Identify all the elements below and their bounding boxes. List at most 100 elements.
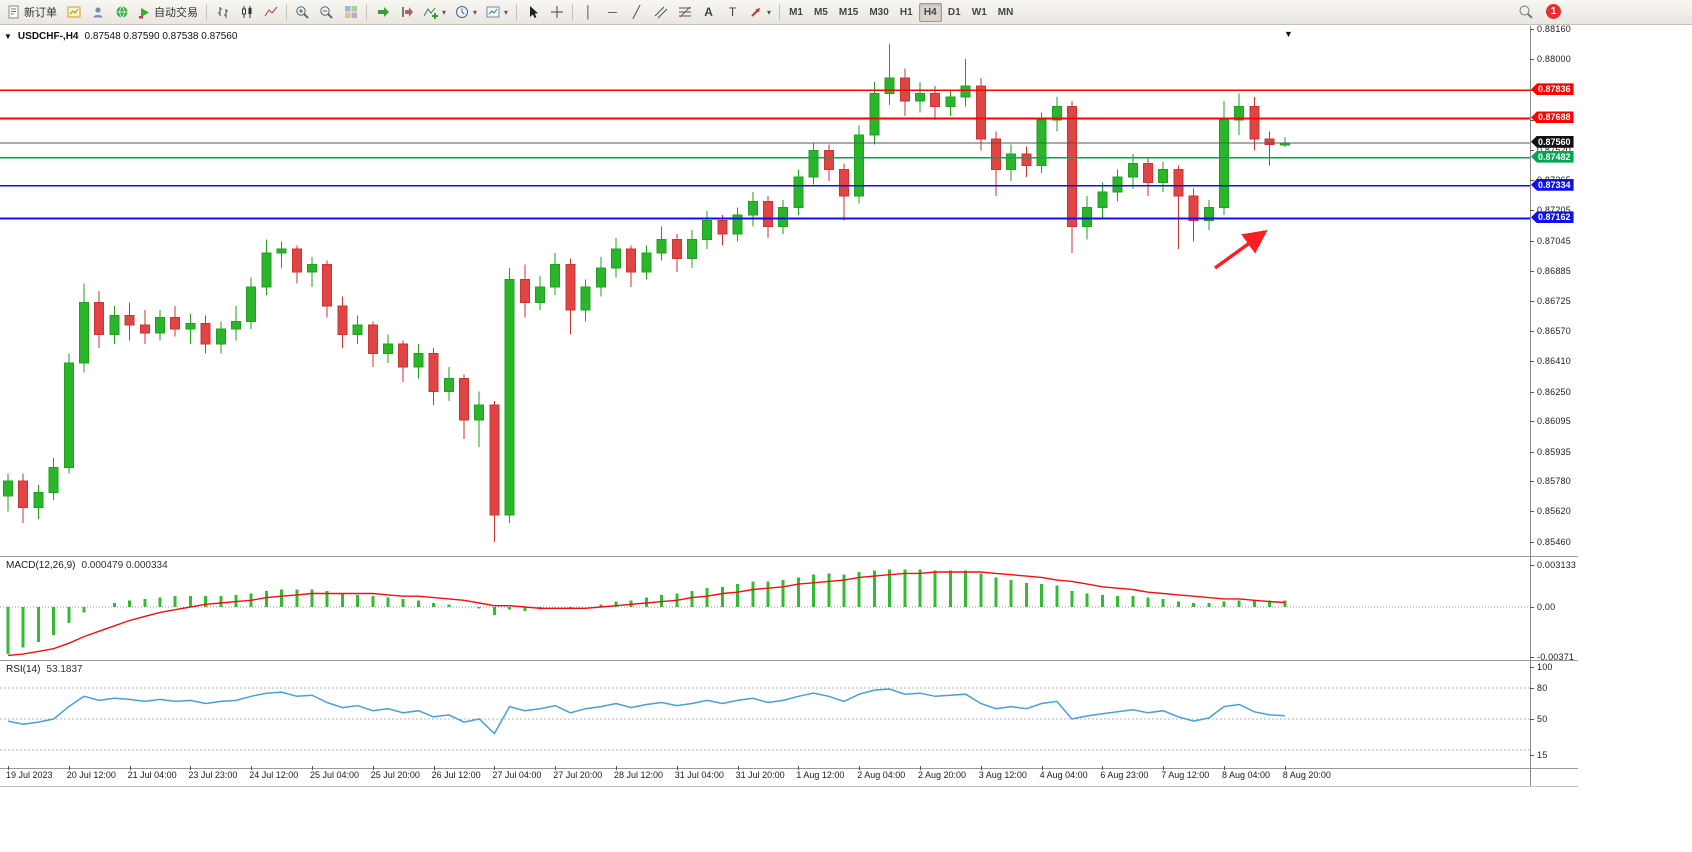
price-tick-label: 0.86410 — [1537, 356, 1571, 367]
time-tick-mark — [1041, 766, 1043, 770]
main-price-chart[interactable] — [0, 28, 1530, 556]
timeframe-m30-button[interactable]: M30 — [869, 6, 889, 18]
timeframe-mn-button[interactable]: MN — [997, 6, 1014, 18]
timeframe-m1-button[interactable]: M1 — [789, 6, 803, 18]
price-tick-mark — [1530, 330, 1534, 332]
indicators-icon — [423, 7, 438, 19]
tile-windows-button[interactable] — [339, 2, 362, 23]
time-axis-label: 21 Jul 04:00 — [127, 770, 177, 780]
text-label-icon: T — [728, 5, 737, 19]
crosshair-button[interactable] — [545, 2, 568, 23]
auto-trading-button[interactable]: 自动交易 — [134, 2, 202, 23]
chart-window: ▼ USDCHF-,H4 0.87548 0.87590 0.87538 0.8… — [0, 24, 1692, 788]
periods-button[interactable]: ▾ — [451, 2, 481, 23]
trendline-button[interactable]: ╱ — [625, 2, 648, 23]
price-tick-mark — [1530, 210, 1534, 212]
rsi-panel[interactable] — [0, 661, 1530, 768]
price-tick-label: 0.86725 — [1537, 296, 1571, 307]
chart-shift-marker-icon[interactable]: ▼ — [1284, 29, 1293, 39]
time-tick-mark — [859, 766, 861, 770]
toolbar: 新订单 自动交易 — [0, 0, 1692, 25]
auto-scroll-icon — [377, 7, 389, 17]
line-chart-icon — [264, 6, 277, 17]
cursor-button[interactable] — [521, 2, 544, 23]
text-label-button[interactable]: T — [721, 2, 744, 23]
price-tag-red: 0.87836 — [1531, 83, 1574, 96]
macd-tick-mark — [1530, 656, 1534, 658]
notifications-button[interactable]: 1 — [1546, 4, 1561, 19]
price-axis-separator[interactable] — [1530, 26, 1531, 786]
indicators-button[interactable]: ▾ — [419, 2, 450, 23]
channel-button[interactable] — [649, 2, 672, 23]
time-axis-label: 8 Aug 04:00 — [1222, 770, 1271, 780]
zoom-in-button[interactable] — [291, 2, 314, 23]
time-tick-mark — [920, 766, 921, 770]
community-button[interactable] — [110, 2, 133, 23]
auto-trading-play-icon — [139, 7, 149, 18]
new-chart-button[interactable] — [62, 2, 85, 23]
zoom-out-button[interactable] — [315, 2, 338, 23]
arrows-button[interactable]: ▾ — [745, 2, 775, 23]
dropdown-icon: ▾ — [767, 7, 772, 17]
price-tag-blue: 0.87334 — [1531, 178, 1574, 191]
ohlc-values: 0.87548 0.87590 0.87538 0.87560 — [84, 31, 238, 42]
toolbar-separator — [206, 3, 207, 21]
macd-panel[interactable] — [0, 557, 1530, 660]
chart-menu-icon[interactable]: ▼ — [4, 32, 12, 41]
timeframe-m5-button[interactable]: M5 — [813, 6, 828, 18]
price-tick-mark — [1530, 271, 1534, 272]
price-tick-label: 0.86095 — [1537, 416, 1571, 427]
tile-windows-icon — [344, 6, 357, 18]
time-tick-mark — [980, 766, 982, 770]
line-chart-button[interactable] — [259, 2, 282, 23]
rsi-tick-mark — [1530, 667, 1534, 669]
time-axis-label: 6 Aug 23:00 — [1100, 770, 1149, 780]
macd-axis-label: 0.00 — [1537, 602, 1556, 612]
bar-chart-button[interactable] — [211, 2, 234, 23]
time-tick-mark — [676, 766, 678, 770]
search-button[interactable] — [1518, 4, 1534, 20]
auto-trading-label: 自动交易 — [154, 7, 198, 19]
rsi-axis-label: 100 — [1537, 662, 1553, 673]
time-tick-mark — [190, 766, 192, 770]
profile-button[interactable] — [86, 2, 109, 23]
time-axis-label: 23 Jul 23:00 — [188, 770, 238, 780]
time-axis-label: 19 Jul 2023 — [6, 770, 53, 780]
timeframe-m15-button[interactable]: M15 — [838, 6, 859, 18]
fibonacci-button[interactable] — [673, 2, 696, 23]
auto-scroll-button[interactable] — [371, 2, 394, 23]
vertical-line-button[interactable]: │ — [577, 2, 600, 23]
time-axis-label: 31 Jul 20:00 — [735, 770, 785, 780]
macd-axis-label: 0.003133 — [1537, 559, 1577, 570]
chart-shift-button[interactable] — [395, 2, 418, 23]
price-tick-mark — [1530, 150, 1534, 152]
new-order-button[interactable]: 新订单 — [3, 2, 61, 23]
price-tag-green: 0.87482 — [1531, 150, 1574, 163]
timeframe-d1-button[interactable]: D1 — [947, 6, 961, 18]
panel-divider[interactable] — [0, 660, 1578, 661]
horizontal-line-button[interactable]: ─ — [601, 2, 624, 23]
panel-divider[interactable] — [0, 556, 1578, 557]
bar-chart-icon — [217, 7, 228, 18]
vertical-line-icon: │ — [584, 5, 593, 19]
time-axis-label: 25 Jul 04:00 — [310, 770, 360, 780]
text-button[interactable]: A — [697, 2, 720, 23]
time-axis-label: 27 Jul 04:00 — [492, 770, 542, 780]
timeframe-h4-button[interactable]: H4 — [918, 2, 942, 22]
rsi-tick-mark — [1530, 719, 1534, 720]
templates-button[interactable]: ▾ — [482, 2, 512, 23]
candlestick-button[interactable] — [235, 2, 258, 23]
cursor-icon — [530, 6, 539, 18]
toolbar-separator — [516, 3, 518, 21]
window-bottom-edge — [0, 786, 1578, 787]
timeframe-h1-button[interactable]: H1 — [899, 6, 913, 18]
time-axis-label: 3 Aug 12:00 — [978, 770, 1027, 780]
price-tick-label: 0.87520 — [1537, 145, 1571, 156]
price-tick-label: 0.86885 — [1537, 266, 1571, 276]
chart-title: ▼ USDCHF-,H4 0.87548 0.87590 0.87538 0.8… — [4, 31, 237, 42]
annotation-arrow[interactable] — [1214, 230, 1268, 270]
rsi-tick-mark — [1530, 755, 1534, 757]
timeframe-w1-button[interactable]: W1 — [971, 6, 987, 18]
toolbar-separator — [572, 3, 574, 21]
dropdown-icon: ▾ — [473, 7, 478, 17]
